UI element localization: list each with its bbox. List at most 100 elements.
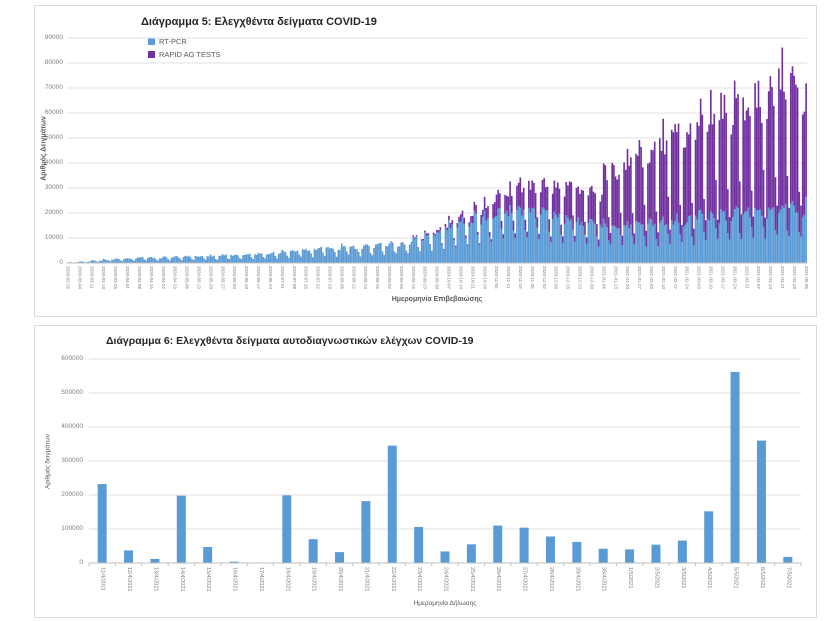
bar [454,246,457,263]
x-axis-title: Ημερομηνία Επιβεβαιώσης [391,296,483,303]
bar [470,222,472,263]
bar [677,540,687,563]
bar [694,215,697,263]
bar [475,205,477,214]
x-tick-label: 22/4/2021 [389,567,396,592]
bar [704,220,707,240]
bar [257,252,260,263]
bar [327,247,329,263]
x-tick-label: 2021-04-07 [756,266,762,290]
bar [630,157,632,225]
y-tick-label: 40000 [44,159,63,166]
bar [570,218,573,263]
bar [163,256,166,263]
bar [606,227,608,263]
legend-item-rt-pcr: RT-PCR [148,37,221,46]
x-tick-label: 4/5/2021 [706,567,713,589]
bar [647,163,649,224]
x-tick-label: 2020-10-21 [470,266,476,290]
x-tick-label: 6/5/2021 [758,567,765,589]
bar [641,224,644,263]
bar [153,257,156,263]
bar [691,236,693,263]
bar [458,222,460,263]
bar [614,176,617,227]
bar [357,252,360,263]
bar [657,232,659,247]
bar [417,247,420,263]
x-tick-label: 2020-03-25 [113,266,119,290]
bar [152,258,154,263]
bar [412,236,414,263]
bar [579,224,581,263]
x-tick-label: 13/4/2021 [152,567,159,592]
x-tick-label: 2020-07-01 [279,266,285,290]
bar [517,206,520,263]
x-tick-label: 2020-04-15 [148,266,154,290]
bar [434,234,437,236]
bar [650,219,653,263]
bar [798,191,801,233]
bar [596,224,598,237]
bar [598,548,608,563]
bar [176,495,186,563]
bar [366,244,369,263]
bar [388,243,391,263]
bar [157,260,159,263]
bar [757,210,760,263]
bar [555,187,557,215]
bar [196,256,198,263]
x-tick-label: 2020-05-06 [184,266,190,290]
x-tick-label: 25/4/2021 [468,567,475,592]
bar [412,235,414,237]
bar [572,229,574,263]
bar [633,233,636,245]
bar [659,138,661,223]
bar [735,98,738,207]
bar [733,209,736,263]
bar [143,259,146,263]
bar [301,249,304,263]
bar [691,202,693,237]
bar [779,209,782,263]
bar [243,255,246,263]
x-tick-label: 5/5/2021 [732,567,739,589]
bar [750,227,753,263]
bar [318,247,321,263]
bar [687,134,690,216]
bar [713,218,716,263]
bar [374,244,377,263]
bar [245,254,248,263]
bar [609,244,612,263]
x-tick-label: 2021-05-05 [803,266,809,290]
bar [213,255,215,263]
bar [528,180,530,208]
x-tick-label: 30/4/2021 [600,567,607,592]
bar [279,252,282,263]
bar [660,150,663,221]
bar [783,556,793,563]
bar [269,253,272,263]
bar [795,212,797,263]
bar [104,259,107,263]
bar [592,221,595,263]
bar [233,254,236,263]
bar [696,122,699,220]
bar [624,225,627,263]
bar [335,256,338,263]
bar [400,242,403,244]
legend-label-rapid: RAPID AG TESTS [159,50,221,59]
bar [579,193,581,225]
bar [636,155,639,223]
bar [437,232,440,263]
bar [146,258,149,263]
bar [271,252,273,263]
bar [645,246,648,263]
bar [255,254,258,263]
bar [402,242,404,244]
y-tick-label: 500000 [61,389,83,396]
bar [466,245,469,263]
bar [607,240,610,263]
x-tick-label: 2020-08-12 [351,266,357,290]
bar [191,258,193,263]
